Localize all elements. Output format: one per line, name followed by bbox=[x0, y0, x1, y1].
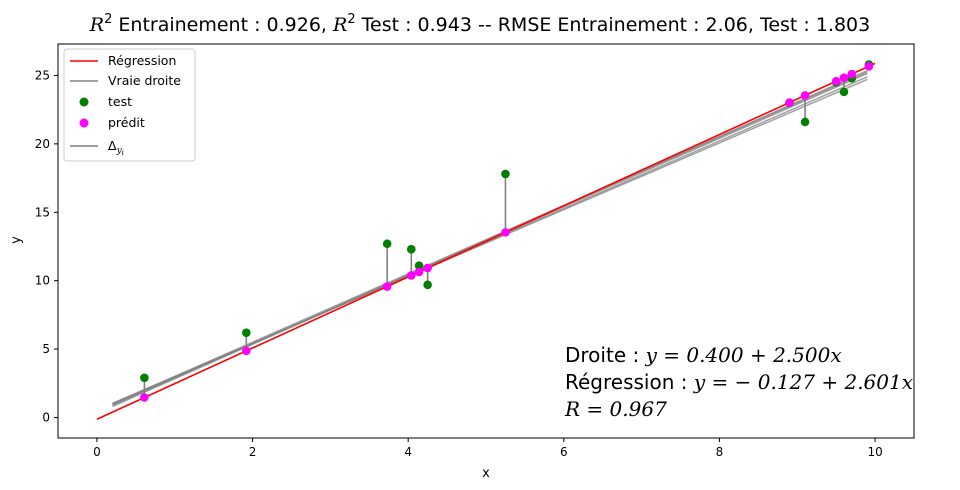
predicted-point-1 bbox=[242, 346, 251, 356]
legend-delta-sub: y bbox=[116, 146, 123, 156]
legend: Régression Vraie droite test prédit Δyi bbox=[63, 48, 196, 162]
x-axis: 0 2 4 6 8 10 bbox=[93, 438, 883, 459]
predicted-point-6 bbox=[501, 228, 510, 237]
x-tick-label-0: 0 bbox=[93, 445, 101, 459]
equation-annotation: Droite : y = 0.400 + 2.500x Régression :… bbox=[564, 343, 913, 421]
legend-true-line-label: Vraie droite bbox=[108, 73, 181, 88]
annotation-line-1-eq: y = 0.400 + 2.500x bbox=[645, 343, 842, 367]
plot-frame bbox=[57, 43, 915, 439]
test-point-0 bbox=[140, 373, 149, 383]
y-axis-label: y bbox=[9, 236, 24, 244]
predicted-point-12 bbox=[864, 61, 874, 71]
annotation-line-3-eq: R = 0.967 bbox=[564, 397, 667, 421]
annotation-line-2: Régression : y = − 0.127 + 2.601x bbox=[565, 370, 913, 394]
annotation-line-3: R = 0.967 bbox=[564, 397, 667, 421]
x-tick-label-8: 8 bbox=[716, 445, 724, 459]
predicted-point-10 bbox=[839, 73, 849, 82]
title-sup-test: 2 bbox=[347, 12, 355, 27]
y-tick-label-10: 10 bbox=[35, 274, 50, 288]
predicted-point-9 bbox=[831, 76, 841, 86]
predicted-point-2 bbox=[382, 282, 392, 291]
title-r2-test: R bbox=[332, 14, 347, 36]
predicted-point-7 bbox=[785, 98, 794, 107]
y-tick-label-20: 20 bbox=[35, 137, 50, 151]
legend-delta-main: Δ bbox=[108, 138, 117, 153]
legend-delta-subsub: i bbox=[122, 149, 124, 157]
title-sup-train: 2 bbox=[104, 12, 112, 27]
x-axis-label: x bbox=[482, 466, 490, 481]
test-point-2 bbox=[382, 239, 392, 249]
title-train-label: Entrainement : 0.926, bbox=[112, 14, 333, 36]
legend-regression-label: Régression bbox=[108, 53, 176, 68]
x-tick-label-6: 6 bbox=[560, 445, 568, 459]
test-point-4 bbox=[414, 261, 424, 270]
true-line-4 bbox=[112, 71, 868, 405]
legend-delta-label: Δyi bbox=[108, 138, 124, 157]
title-r2-train: R bbox=[89, 14, 104, 36]
legend-predicted-label: prédit bbox=[108, 115, 145, 130]
y-tick-label-15: 15 bbox=[35, 205, 50, 219]
test-point-6 bbox=[501, 169, 510, 179]
legend-test-label: test bbox=[108, 94, 132, 109]
title-test-label: Test : 0.943 -- RMSE Entrainement : 2.06… bbox=[356, 14, 871, 36]
y-tick-label-5: 5 bbox=[42, 342, 50, 356]
lines-layer bbox=[96, 62, 876, 420]
predicted-point-3 bbox=[406, 271, 416, 280]
annotation-line-1: Droite : y = 0.400 + 2.500x bbox=[565, 343, 842, 367]
y-tick-label-0: 0 bbox=[42, 410, 50, 424]
legend-predicted-marker bbox=[79, 118, 89, 128]
points-layer bbox=[140, 60, 874, 402]
annotation-line-1-label: Droite : bbox=[565, 343, 646, 367]
legend-box bbox=[63, 48, 196, 162]
plot-area bbox=[57, 43, 915, 439]
predicted-point-5 bbox=[423, 263, 432, 273]
test-point-1 bbox=[242, 328, 251, 337]
test-point-3 bbox=[406, 244, 416, 254]
y-tick-label-25: 25 bbox=[35, 68, 50, 82]
test-point-5 bbox=[423, 280, 432, 290]
chart-title: R2 Entrainement : 0.926, R2 Test : 0.943… bbox=[89, 12, 870, 36]
annotation-line-2-eq: y = − 0.127 + 2.601x bbox=[693, 370, 913, 394]
annotation-line-2-label: Régression : bbox=[565, 370, 694, 394]
x-tick-label-4: 4 bbox=[404, 445, 412, 459]
predicted-point-11 bbox=[847, 69, 857, 79]
predicted-point-0 bbox=[140, 393, 149, 402]
test-point-10 bbox=[839, 87, 849, 97]
x-tick-label-2: 2 bbox=[249, 445, 257, 459]
test-point-8 bbox=[800, 117, 810, 127]
legend-test-marker bbox=[79, 97, 89, 107]
predicted-point-8 bbox=[800, 91, 810, 100]
x-tick-label-10: 10 bbox=[867, 445, 882, 459]
predicted-point-4 bbox=[414, 267, 424, 277]
regression-line bbox=[96, 62, 876, 420]
y-axis: 0 5 10 15 20 25 bbox=[35, 68, 58, 424]
